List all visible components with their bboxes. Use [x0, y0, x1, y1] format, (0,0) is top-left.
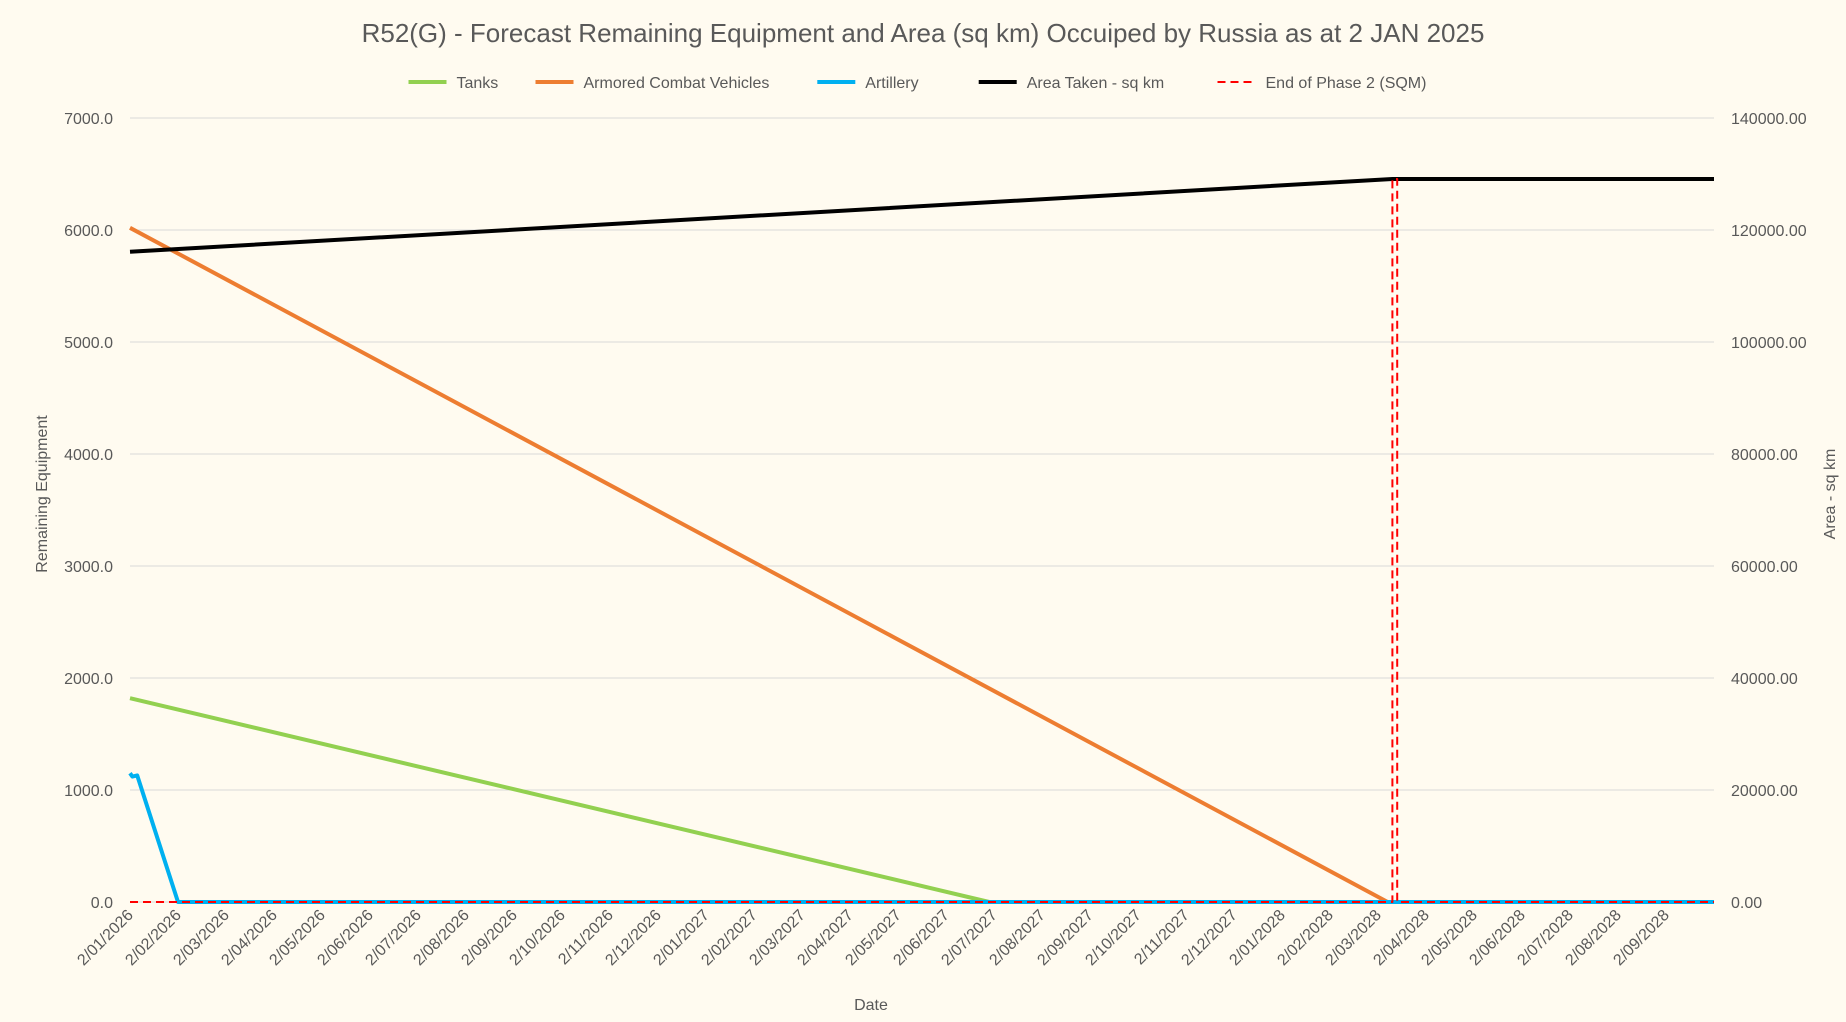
- legend-label: End of Phase 2 (SQM): [1266, 75, 1427, 92]
- y2-tick-label: 60000.00: [1731, 559, 1798, 576]
- y2-tick-label: 80000.00: [1731, 447, 1798, 464]
- y2-tick-label: 0.00: [1731, 895, 1762, 912]
- legend-label: Tanks: [457, 75, 499, 92]
- legend: Tanks Armored Combat Vehicles Artillery Are…: [408, 75, 1427, 92]
- chart-title: R52(G) - Forecast Remaining Equipment an…: [362, 18, 1485, 48]
- legend-label: Artillery: [865, 75, 918, 92]
- left-axis-ticks: 0.0 1000.0 2000.0 3000.0 4000.0 5000.0 6000.0 7…: [64, 111, 113, 912]
- x-axis-title: Date: [854, 997, 888, 1014]
- right-axis-ticks: 0.00 20000.00 40000.00 60000.00 80000.00 1000…: [1731, 111, 1807, 912]
- y-tick-label: 2000.0: [64, 671, 113, 688]
- y-tick-label: 3000.0: [64, 559, 113, 576]
- series-line-artillery: [128, 772, 1714, 904]
- y-tick-label: 0.0: [91, 895, 113, 912]
- y-tick-label: 7000.0: [64, 111, 113, 128]
- y-tick-label: 5000.0: [64, 335, 113, 352]
- series-lines: [128, 177, 1714, 904]
- y2-tick-label: 140000.00: [1731, 111, 1807, 128]
- y2-tick-label: 20000.00: [1731, 783, 1798, 800]
- legend-label: Area Taken - sq km: [1027, 75, 1165, 92]
- y2-tick-label: 40000.00: [1731, 671, 1798, 688]
- y2-tick-label: 100000.00: [1731, 335, 1807, 352]
- y2-axis-title: Area - sq km: [1822, 449, 1839, 540]
- y2-tick-label: 120000.00: [1731, 223, 1807, 240]
- series-line-armored-combat-vehicles: [129, 226, 1714, 904]
- y-tick-label: 4000.0: [64, 447, 113, 464]
- series-line-end-of-phase-2-sqm: [130, 178, 1714, 903]
- series-line-tanks: [129, 696, 1714, 904]
- y-tick-label: 1000.0: [64, 783, 113, 800]
- gridlines: [130, 117, 1714, 903]
- y-axis-title: Remaining Equipment: [34, 415, 51, 573]
- x-axis-ticks: 2/01/20262/02/20262/03/20262/04/20262/05…: [74, 907, 1672, 969]
- legend-label: Armored Combat Vehicles: [584, 75, 770, 92]
- series-line-area-taken-sq-km: [129, 177, 1714, 254]
- y-tick-label: 6000.0: [64, 223, 113, 240]
